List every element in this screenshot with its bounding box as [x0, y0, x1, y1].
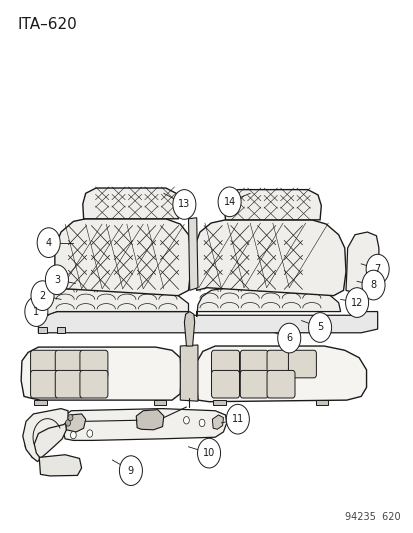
Text: 14: 14 — [223, 197, 235, 207]
Polygon shape — [196, 346, 366, 402]
Polygon shape — [194, 220, 345, 296]
FancyBboxPatch shape — [55, 370, 83, 398]
FancyBboxPatch shape — [266, 370, 294, 398]
Polygon shape — [38, 327, 47, 333]
Circle shape — [345, 288, 368, 317]
Circle shape — [87, 430, 93, 437]
Text: 94235  620: 94235 620 — [344, 512, 399, 522]
Circle shape — [365, 254, 388, 284]
Circle shape — [31, 281, 54, 311]
FancyBboxPatch shape — [55, 350, 83, 378]
Polygon shape — [57, 327, 65, 333]
Polygon shape — [196, 288, 340, 317]
Polygon shape — [83, 188, 178, 219]
FancyBboxPatch shape — [266, 350, 294, 378]
FancyBboxPatch shape — [80, 350, 108, 378]
FancyBboxPatch shape — [288, 350, 316, 378]
Polygon shape — [315, 400, 328, 406]
Circle shape — [25, 297, 48, 326]
Circle shape — [226, 405, 249, 434]
Polygon shape — [153, 400, 166, 406]
Polygon shape — [224, 190, 320, 220]
Polygon shape — [55, 219, 190, 296]
Polygon shape — [38, 312, 377, 333]
Text: 7: 7 — [374, 264, 380, 274]
Circle shape — [65, 419, 70, 426]
FancyBboxPatch shape — [211, 350, 239, 378]
Polygon shape — [43, 289, 188, 317]
Text: 12: 12 — [350, 297, 362, 308]
Circle shape — [218, 187, 240, 216]
Polygon shape — [136, 410, 164, 430]
Text: 9: 9 — [128, 466, 134, 475]
Circle shape — [199, 419, 204, 426]
Circle shape — [197, 438, 220, 468]
Polygon shape — [65, 414, 85, 432]
Polygon shape — [25, 420, 66, 460]
Polygon shape — [345, 232, 378, 294]
Polygon shape — [212, 415, 223, 429]
Circle shape — [119, 456, 142, 486]
Circle shape — [68, 415, 73, 421]
Text: 3: 3 — [54, 274, 60, 285]
Polygon shape — [39, 455, 81, 476]
Polygon shape — [213, 400, 225, 406]
Circle shape — [308, 313, 331, 342]
Circle shape — [183, 417, 189, 424]
Polygon shape — [180, 345, 197, 401]
Circle shape — [173, 190, 195, 219]
Polygon shape — [62, 409, 226, 440]
Polygon shape — [23, 409, 68, 462]
Text: ITA–620: ITA–620 — [18, 17, 77, 33]
Circle shape — [361, 270, 384, 300]
Polygon shape — [184, 312, 194, 346]
Circle shape — [37, 228, 60, 257]
FancyBboxPatch shape — [211, 370, 239, 398]
Text: 13: 13 — [178, 199, 190, 209]
Polygon shape — [21, 347, 181, 400]
FancyBboxPatch shape — [31, 350, 58, 378]
Text: 6: 6 — [285, 333, 292, 343]
Text: 5: 5 — [316, 322, 323, 333]
Polygon shape — [188, 217, 197, 290]
Text: 2: 2 — [39, 290, 45, 301]
Text: 8: 8 — [370, 280, 376, 290]
FancyBboxPatch shape — [31, 370, 58, 398]
Text: 10: 10 — [202, 448, 215, 458]
FancyBboxPatch shape — [240, 370, 268, 398]
Text: 11: 11 — [231, 414, 243, 424]
Circle shape — [45, 265, 68, 295]
Polygon shape — [34, 400, 47, 406]
Text: 1: 1 — [33, 306, 39, 317]
Text: 4: 4 — [45, 238, 52, 248]
Circle shape — [277, 323, 300, 353]
Circle shape — [70, 431, 76, 439]
FancyBboxPatch shape — [80, 370, 108, 398]
FancyBboxPatch shape — [240, 350, 268, 378]
